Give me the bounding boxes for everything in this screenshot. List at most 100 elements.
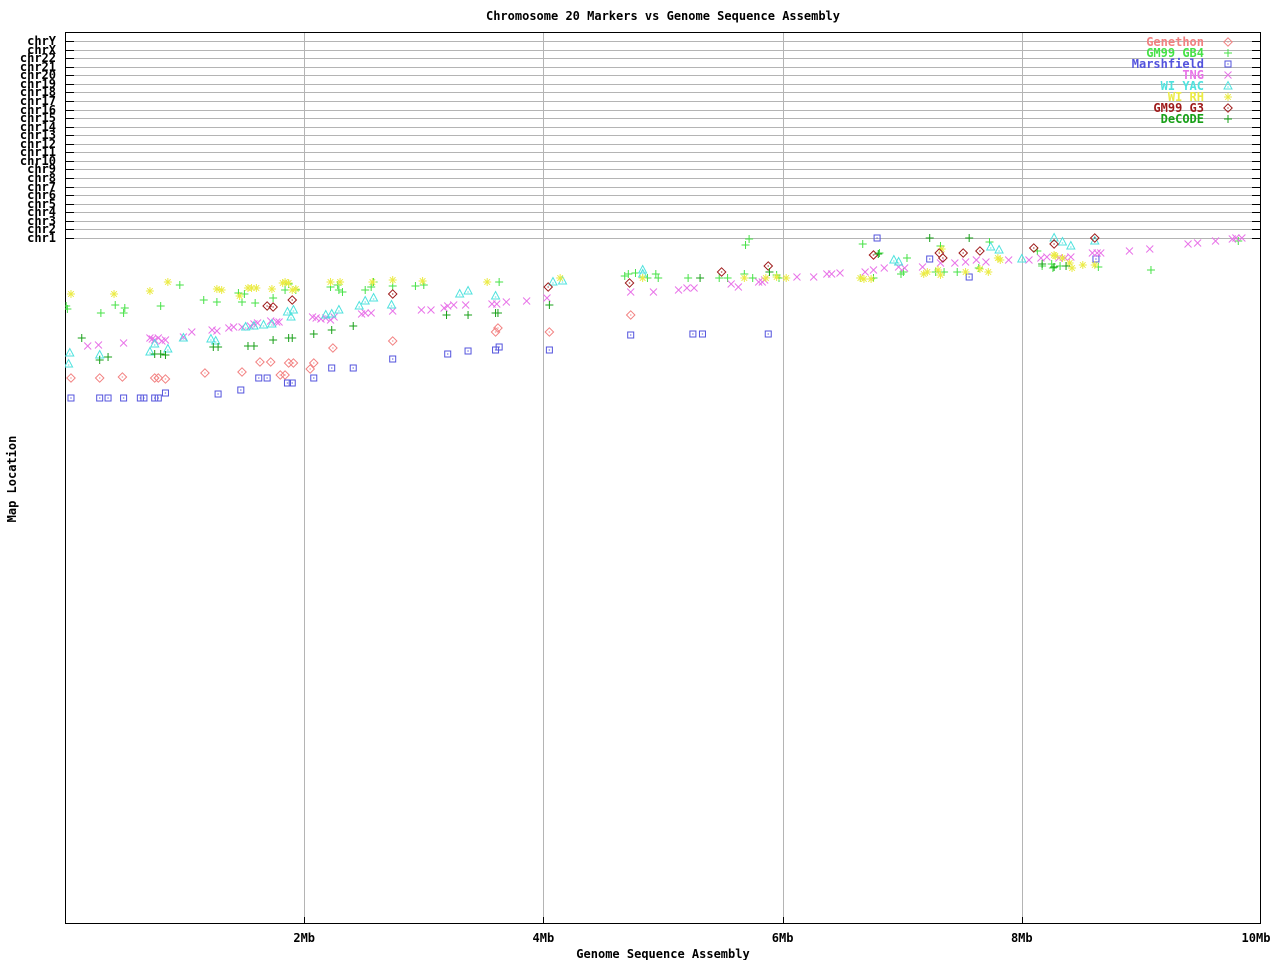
data-point-wi-yac <box>360 295 371 305</box>
data-point-marshfield <box>151 394 159 402</box>
data-point-tng <box>861 268 869 276</box>
data-point-gm99-g3 <box>624 278 635 288</box>
data-point-tng <box>179 333 188 341</box>
data-point-marshfield <box>96 394 104 402</box>
data-point-wi-rh <box>388 276 397 284</box>
ytick-label-chr17: chr17 <box>19 94 56 108</box>
data-point-decode <box>696 274 705 282</box>
data-point-tng <box>1238 234 1246 242</box>
data-point-genethon <box>153 373 164 383</box>
data-point-wi-yac <box>1049 232 1059 242</box>
data-point-wi-rh <box>923 268 932 276</box>
data-point-wi-rh <box>483 278 492 286</box>
data-point-wi-rh <box>1068 264 1077 272</box>
data-point-wi-rh <box>291 285 300 293</box>
data-point-wi-yac <box>258 319 269 329</box>
data-point-decode <box>442 311 451 319</box>
data-point-tng <box>317 315 325 323</box>
data-point-marshfield <box>263 374 271 382</box>
data-point-gm99-g3 <box>716 267 727 277</box>
data-point-wi-rh <box>278 279 287 287</box>
data-point-wi-rh <box>145 287 154 295</box>
ytick-label-chr5: chr5 <box>27 197 56 211</box>
data-point-tng <box>1025 256 1033 264</box>
data-point-tng <box>690 284 698 292</box>
data-point-wi-yac <box>65 358 74 368</box>
data-point-wi-yac <box>240 321 251 331</box>
data-point-marshfield <box>255 374 263 382</box>
data-point-marshfield <box>154 394 162 402</box>
data-point-wi-yac <box>320 309 331 319</box>
data-point-tng <box>1096 249 1105 257</box>
data-point-gm99-gb4 <box>1048 264 1057 272</box>
data-point-tng <box>440 304 448 312</box>
legend-item-tng: TNG <box>0 69 1280 81</box>
data-point-tng <box>674 286 683 294</box>
data-point-gm99-g3 <box>1028 243 1039 253</box>
legend-label: WI YAC <box>1160 79 1204 93</box>
data-point-marshfield <box>104 394 112 402</box>
data-point-tng <box>522 297 531 305</box>
data-point-marshfield <box>214 390 222 398</box>
data-point-gm99-g3 <box>958 248 969 258</box>
data-point-wi-rh <box>919 270 928 278</box>
data-point-decode <box>288 334 297 342</box>
data-point-wi-yac <box>334 304 344 314</box>
data-point-wi-rh <box>936 271 945 279</box>
data-point-tng <box>367 309 376 317</box>
series-wi-rh <box>66 245 1099 300</box>
data-point-gm99-g3 <box>975 246 985 256</box>
ytick-label-chr6: chr6 <box>27 188 56 202</box>
data-point-wi-yac <box>210 335 221 345</box>
data-point-genethon <box>66 373 76 383</box>
xtick-label-6Mb: 6Mb <box>771 931 794 945</box>
data-point-gm99-gb4 <box>269 294 278 302</box>
data-point-gm99-g3 <box>1089 233 1100 243</box>
data-point-wi-yac <box>985 241 996 251</box>
data-point-wi-rh <box>1051 252 1060 260</box>
data-point-wi-yac <box>994 244 1004 254</box>
data-point-genethon <box>305 364 316 374</box>
series-decode <box>77 234 1071 364</box>
data-point-gm99-gb4 <box>175 281 184 289</box>
data-point-gm99-gb4 <box>953 268 962 276</box>
data-point-genethon <box>117 372 128 382</box>
data-point-wi-yac <box>1016 253 1027 263</box>
legend-marker-open-triangle-dot-icon <box>1223 80 1233 90</box>
data-point-gm99-gb4 <box>96 309 105 317</box>
data-point-tng <box>1004 256 1013 264</box>
data-point-decode <box>214 343 223 351</box>
data-point-wi-rh <box>638 274 647 282</box>
data-point-wi-rh <box>934 266 943 274</box>
data-point-decode <box>545 301 554 309</box>
data-point-wi-yac <box>454 288 465 298</box>
data-point-gm99-gb4 <box>361 286 370 294</box>
data-point-wi-rh <box>163 278 172 286</box>
data-point-decode <box>925 234 934 242</box>
data-point-tng <box>502 298 511 306</box>
data-point-marshfield <box>349 364 357 372</box>
data-point-wi-rh <box>1058 254 1067 262</box>
data-point-wi-yac <box>145 346 155 356</box>
ytick-label-chrY: chrY <box>27 34 56 48</box>
data-point-wi-rh <box>782 274 791 282</box>
data-point-tng <box>1232 234 1240 242</box>
data-point-gm99-gb4 <box>858 240 867 248</box>
legend-label: Genethon <box>1146 35 1204 49</box>
data-point-wi-yac <box>490 290 501 300</box>
data-point-wi-yac <box>288 304 299 314</box>
data-point-wi-yac <box>65 347 75 357</box>
data-point-decode <box>493 309 502 317</box>
data-point-gm99-gb4 <box>495 278 504 286</box>
data-point-marshfield <box>389 355 397 363</box>
data-point-tng <box>161 336 170 344</box>
legend-item-gm99-gb4: GM99 GB4 <box>0 47 1280 59</box>
data-point-decode <box>77 334 86 342</box>
data-point-gm99-gb4 <box>411 282 420 290</box>
xtick-label-2Mb: 2Mb <box>293 931 316 945</box>
data-point-decode <box>965 234 974 242</box>
data-point-gm99-g3 <box>1049 239 1059 249</box>
legend-label: GM99 GB4 <box>1146 46 1204 60</box>
legend-item-decode: DeCODE <box>0 113 1280 125</box>
data-point-tng <box>793 273 801 281</box>
